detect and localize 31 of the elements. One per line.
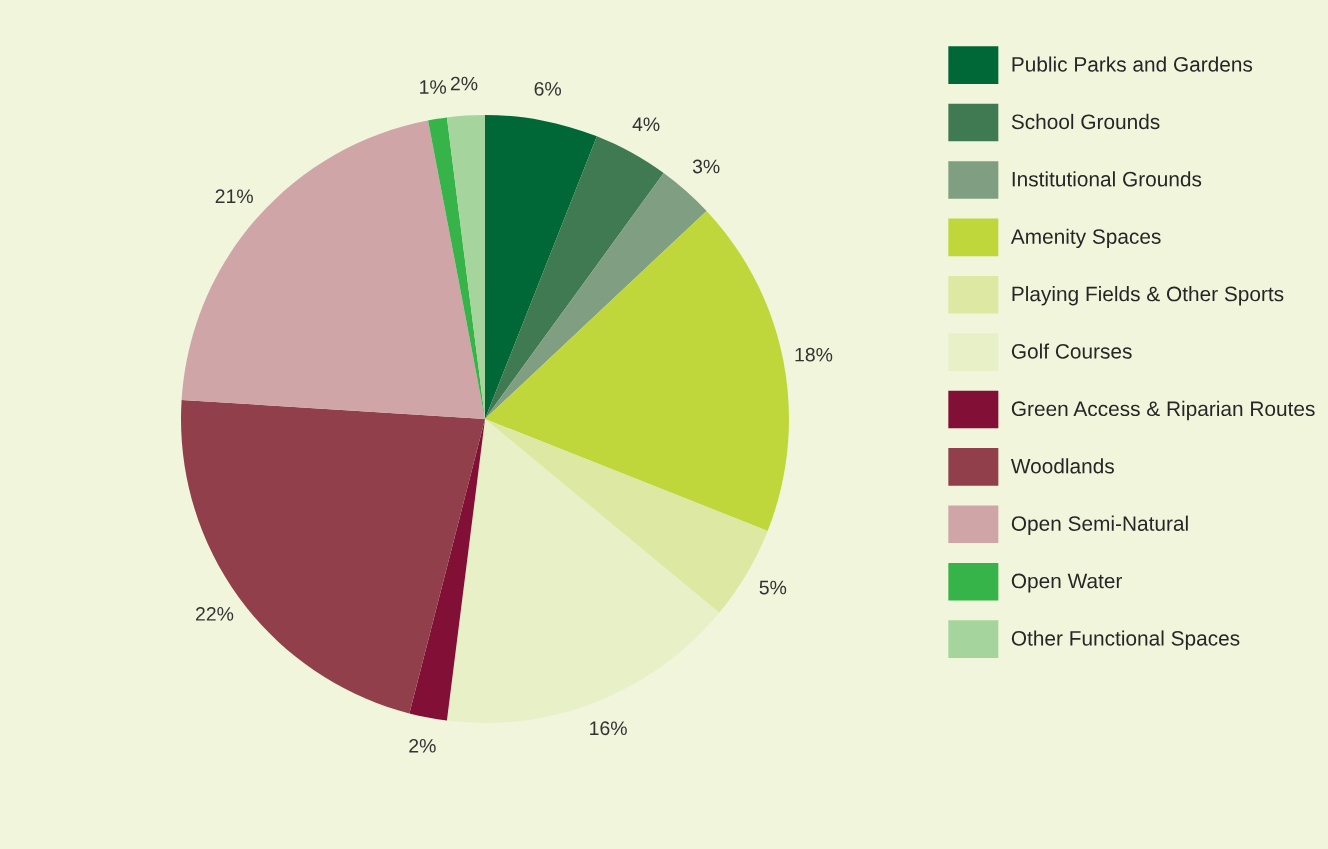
pie-slice	[428, 117, 485, 419]
legend-label: Public Parks and Gardens	[1012, 56, 1253, 72]
pie-slice	[485, 115, 597, 419]
data-label: 4%	[632, 117, 660, 132]
legend-label: Open Semi-Natural	[1011, 515, 1188, 536]
data-label: 21%	[215, 189, 253, 203]
legend-label: Golf Courses	[1011, 343, 1132, 359]
legend-label: Institutional Grounds	[1012, 171, 1202, 187]
pie-slice	[409, 419, 485, 721]
legend-label: Green Access & Riparian Routes	[1011, 400, 1315, 421]
data-label: 6%	[534, 81, 562, 96]
pie-slice	[485, 173, 707, 419]
data-label: 16%	[590, 721, 627, 736]
data-label: 3%	[692, 159, 720, 174]
pie-slice	[446, 419, 720, 723]
data-label: 1%	[420, 80, 447, 94]
legend-label: Amenity Spaces	[1010, 228, 1161, 249]
data-label: 22%	[195, 607, 234, 621]
pie-slice	[181, 399, 485, 714]
legend-label: School Grounds	[1011, 113, 1160, 130]
data-label: 2%	[450, 76, 478, 91]
legend-label: Woodlands	[1010, 458, 1114, 474]
data-label: 18%	[795, 347, 833, 362]
legend-label: Playing Fields & Other Sports	[1012, 286, 1284, 306]
pie-slice	[181, 120, 485, 419]
data-label: 2%	[409, 738, 436, 753]
pie-slice	[485, 210, 789, 531]
pie-slice	[485, 136, 664, 419]
data-label: 5%	[759, 580, 787, 595]
legend-label: Open Water	[1011, 573, 1123, 593]
legend-label: Other Functional Spaces	[1011, 630, 1240, 650]
